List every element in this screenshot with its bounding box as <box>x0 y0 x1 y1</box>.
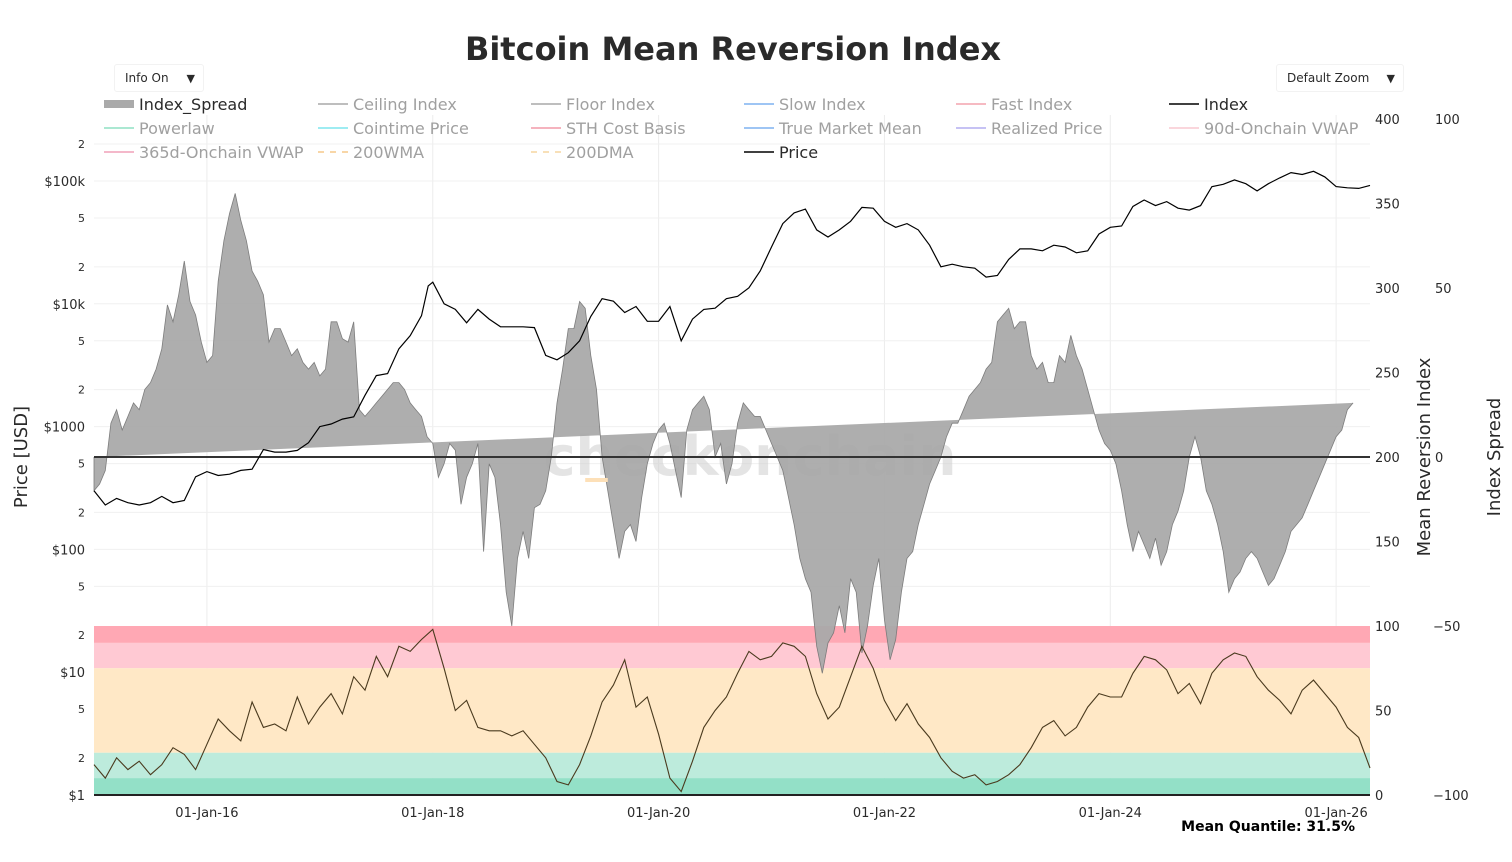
legend-label: Realized Price <box>991 119 1102 138</box>
legend-label: Price <box>779 143 818 162</box>
chevron-down-icon: ▼ <box>1386 71 1395 85</box>
legend-item-365d-onchain-vwap[interactable]: 365d-Onchain VWAP <box>104 143 304 162</box>
legend-item-cointime-price[interactable]: Cointime Price <box>318 119 469 138</box>
legend-label: 200DMA <box>566 143 634 162</box>
spread-tick-label: 0 <box>1435 451 1443 466</box>
quantile-tick-label: 50 <box>1375 705 1392 720</box>
price-minor-tick-label: 2 <box>78 506 85 519</box>
zoom-dropdown[interactable]: Default Zoom ▼ <box>1276 64 1404 92</box>
legend-item-90d-onchain-vwap[interactable]: 90d-Onchain VWAP <box>1169 119 1359 138</box>
legend-item-powerlaw[interactable]: Powerlaw <box>104 119 215 138</box>
legend-label: Fast Index <box>991 95 1072 114</box>
legend-item-floor-index[interactable]: Floor Index <box>531 95 655 114</box>
legend-item-price[interactable]: Price <box>744 143 818 162</box>
legend-item-realized-price[interactable]: Realized Price <box>956 119 1102 138</box>
legend-item-200dma[interactable]: 200DMA <box>531 143 634 162</box>
legend-label: Floor Index <box>566 95 655 114</box>
price-tick-label: $10k <box>53 298 86 313</box>
mri-axis-title: Mean Reversion Index <box>1414 357 1435 556</box>
mri-tick-label: 350 <box>1375 198 1400 213</box>
legend-label: 365d-Onchain VWAP <box>139 143 304 162</box>
legend-label: Powerlaw <box>139 119 215 138</box>
mri-tick-label: 300 <box>1375 282 1400 297</box>
spread-tick-label: 50 <box>1435 282 1452 297</box>
chart-title: Bitcoin Mean Reversion Index <box>465 30 1001 68</box>
info-dropdown[interactable]: Info On ▼ <box>114 64 204 92</box>
legend-item-index[interactable]: Index <box>1169 95 1248 114</box>
legend-label: 200WMA <box>353 143 424 162</box>
mri-tick-label: 150 <box>1375 536 1400 551</box>
quantile-band-extreme-low <box>94 778 1370 795</box>
legend-item-true-market-mean[interactable]: True Market Mean <box>744 119 922 138</box>
price-line <box>93 170 1371 506</box>
price-minor-tick-label: 5 <box>78 212 85 225</box>
mean-quantile-label: Mean Quantile: 31.5% <box>1181 819 1355 835</box>
price-tick-label: $100k <box>44 175 85 190</box>
spread-tick-label: −50 <box>1433 620 1460 635</box>
zoom-dropdown-label: Default Zoom <box>1287 71 1370 85</box>
legend-item-index-spread[interactable]: Index_Spread <box>104 95 247 115</box>
quantile-band-high <box>94 642 1370 669</box>
price-tick-label: $100 <box>52 543 85 558</box>
price-minor-tick-label: 5 <box>78 335 85 348</box>
index-spread-area <box>93 193 1370 674</box>
legend-label: Ceiling Index <box>353 95 457 114</box>
quantile-band-mid <box>94 668 1370 753</box>
x-tick-label: 01-Jan-24 <box>1079 806 1142 821</box>
quantile-line <box>93 478 1371 793</box>
price-minor-tick-label: 2 <box>78 261 85 274</box>
price-minor-tick-label: 2 <box>78 138 85 151</box>
axes: $1 $10 $100 $1000 $10k $100k 2 5 2 5 2 5 2 5 2 5 2 400 350… <box>44 113 1469 821</box>
legend-item-slow-index[interactable]: Slow Index <box>744 95 866 114</box>
price-minor-tick-label: 2 <box>78 752 85 765</box>
quantile-band-extreme-high <box>94 626 1370 643</box>
legend-swatch <box>104 100 134 108</box>
price-tick-label: $10 <box>60 666 85 681</box>
spread-axis-title: Index Spread <box>1484 398 1505 517</box>
legend[interactable]: Index_Spread Ceiling Index Floor Index Slow… <box>104 95 1359 162</box>
price-minor-tick-label: 2 <box>78 384 85 397</box>
quantile-tick-label: 0 <box>1375 789 1383 804</box>
quantile-series <box>93 628 1371 793</box>
x-tick-label: 01-Jan-20 <box>627 806 690 821</box>
legend-item-ceiling-index[interactable]: Ceiling Index <box>318 95 457 114</box>
legend-label: Slow Index <box>779 95 866 114</box>
price-tick-label: $1000 <box>44 421 85 436</box>
mri-tick-label: 200 <box>1375 451 1400 466</box>
legend-label: Cointime Price <box>353 119 469 138</box>
x-tick-label: 01-Jan-18 <box>401 806 464 821</box>
x-tick-label: 01-Jan-22 <box>853 806 916 821</box>
legend-item-200wma[interactable]: 200WMA <box>318 143 424 162</box>
spread-tick-label: −100 <box>1433 789 1469 804</box>
x-tick-label: 01-Jan-16 <box>175 806 238 821</box>
quantile-band-low <box>94 752 1370 779</box>
mri-tick-label: 400 <box>1375 113 1400 128</box>
legend-item-fast-index[interactable]: Fast Index <box>956 95 1072 114</box>
legend-label: 90d-Onchain VWAP <box>1204 119 1359 138</box>
price-minor-tick-label: 5 <box>78 703 85 716</box>
quantile-tick-label: 100 <box>1375 620 1400 635</box>
legend-label: STH Cost Basis <box>566 119 686 138</box>
mri-tick-label: 250 <box>1375 367 1400 382</box>
price-tick-label: $1 <box>68 789 85 804</box>
x-tick-label: 01-Jan-26 <box>1305 806 1368 821</box>
legend-label: Index_Spread <box>139 95 247 115</box>
price-series <box>93 170 1371 506</box>
info-dropdown-label: Info On <box>125 71 169 85</box>
chevron-down-icon: ▼ <box>186 71 195 85</box>
spread-tick-label: 100 <box>1435 113 1460 128</box>
price-axis-title: Price [USD] <box>11 406 32 508</box>
price-minor-tick-label: 2 <box>78 629 85 642</box>
quantile-bands <box>94 626 1370 796</box>
legend-label: True Market Mean <box>778 119 922 138</box>
price-minor-tick-label: 5 <box>78 458 85 471</box>
legend-label: Index <box>1204 95 1248 114</box>
index-spread-fill <box>93 193 1354 674</box>
price-minor-tick-label: 5 <box>78 580 85 593</box>
legend-item-sth-cost-basis[interactable]: STH Cost Basis <box>531 119 686 138</box>
